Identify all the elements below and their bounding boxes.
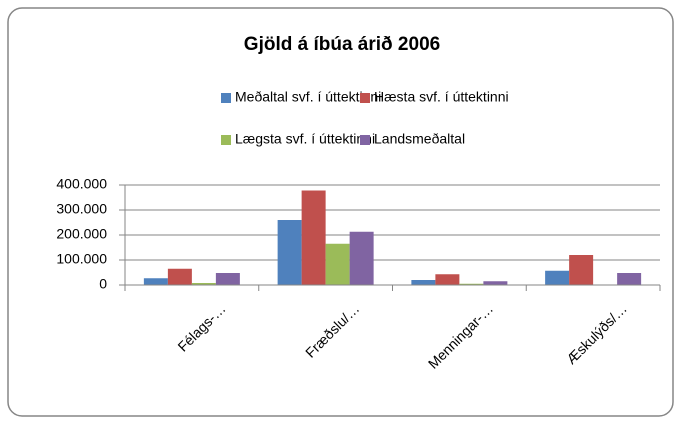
bar: [545, 270, 570, 285]
y-tick-label: 0: [99, 276, 107, 292]
bar: [143, 278, 168, 285]
bar: [459, 283, 484, 285]
bar: [277, 220, 302, 285]
bar: [167, 268, 192, 285]
chart-border: [7, 7, 674, 417]
bar: [325, 243, 350, 285]
bar: [191, 283, 216, 285]
legend-swatch: [360, 93, 370, 103]
y-tick-label: 400.000: [56, 176, 107, 192]
y-tick-label: 200.000: [56, 226, 107, 242]
bar: [215, 273, 240, 285]
legend-swatch: [221, 93, 231, 103]
bar: [617, 273, 642, 285]
y-tick-label: 100.000: [56, 251, 107, 267]
legend-label: Landsmeðaltal: [374, 131, 465, 147]
chart-title: Gjöld á íbúa árið 2006: [244, 34, 440, 55]
legend-swatch: [221, 135, 231, 145]
bar: [483, 281, 508, 285]
bar: [411, 280, 436, 285]
bar: [349, 231, 374, 285]
bar: [435, 274, 460, 285]
bar: [569, 255, 594, 285]
legend-swatch: [360, 135, 370, 145]
legend-label: Hæsta svf. í úttektinni: [374, 89, 509, 105]
legend-label: Lægsta svf. í úttektinni: [235, 131, 375, 147]
bar: [301, 190, 326, 285]
legend-label: Meðaltal svf. í úttektinni: [235, 89, 381, 105]
y-tick-label: 300.000: [56, 201, 107, 217]
